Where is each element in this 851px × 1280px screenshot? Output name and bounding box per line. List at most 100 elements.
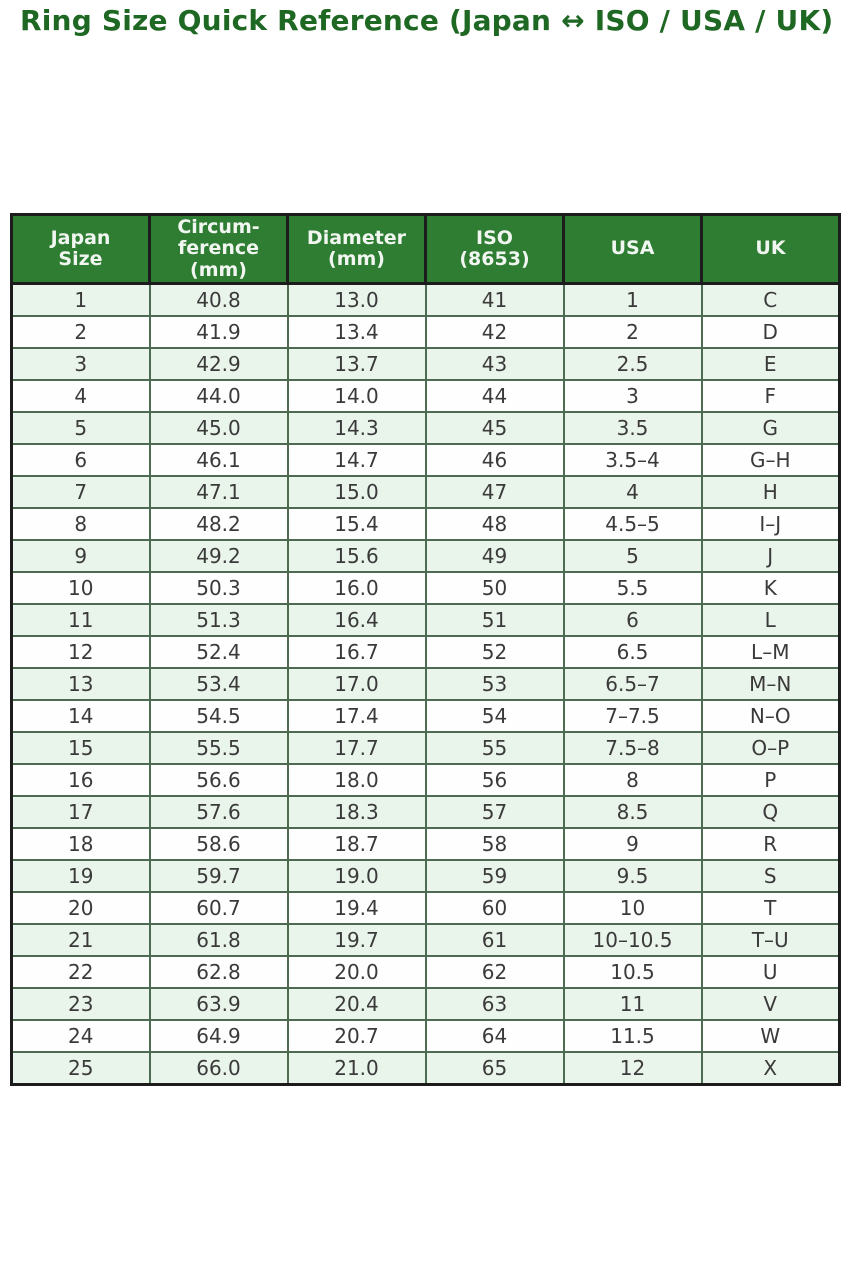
table-cell: 20.4: [286, 986, 427, 1021]
table-row: 14 54.5 17.4 54 7–7.5 N–O: [10, 698, 841, 733]
table-cell: 48.2: [148, 506, 289, 541]
column-header-4: USA: [562, 213, 703, 285]
table-cell: 16.4: [286, 602, 427, 637]
table-cell: 62: [424, 954, 565, 989]
table-cell: 53.4: [148, 666, 289, 701]
table-cell: M–N: [700, 666, 841, 701]
table-cell: 2: [10, 314, 151, 349]
table-cell: 14: [10, 698, 151, 733]
table-cell: 51.3: [148, 602, 289, 637]
table-cell: J: [700, 538, 841, 573]
table-cell: 52: [424, 634, 565, 669]
table-cell: 47: [424, 474, 565, 509]
table-cell: 13: [10, 666, 151, 701]
table-cell: 15: [10, 730, 151, 765]
table-cell: 25: [10, 1050, 151, 1086]
table-row: 22 62.8 20.0 62 10.5 U: [10, 954, 841, 989]
table-cell: 7.5–8: [562, 730, 703, 765]
table-row: 4 44.0 14.0 44 3 F: [10, 378, 841, 413]
table-cell: 61.8: [148, 922, 289, 957]
table-cell: T–U: [700, 922, 841, 957]
table-cell: 1: [10, 282, 151, 317]
table-header-row: Japan Size Circum- ference (mm) Diameter (…: [10, 213, 841, 285]
table-cell: 45.0: [148, 410, 289, 445]
table-cell: 60: [424, 890, 565, 925]
table-cell: 15.4: [286, 506, 427, 541]
table-cell: 3.5–4: [562, 442, 703, 477]
table-cell: 6: [10, 442, 151, 477]
table-cell: 13.0: [286, 282, 427, 317]
table-cell: U: [700, 954, 841, 989]
table-cell: 57.6: [148, 794, 289, 829]
table-cell: 21: [10, 922, 151, 957]
table-cell: 57: [424, 794, 565, 829]
table-cell: O–P: [700, 730, 841, 765]
table-cell: 23: [10, 986, 151, 1021]
table-cell: 50: [424, 570, 565, 605]
table-cell: 49: [424, 538, 565, 573]
table-cell: 58.6: [148, 826, 289, 861]
table-row: 1 40.8 13.0 41 1 C: [10, 282, 841, 317]
table-cell: 14.3: [286, 410, 427, 445]
table-cell: 44: [424, 378, 565, 413]
table-cell: 12: [10, 634, 151, 669]
table-cell: 1: [562, 282, 703, 317]
table-row: 25 66.0 21.0 65 12 X: [10, 1050, 841, 1086]
table-cell: 19: [10, 858, 151, 893]
ring-size-table-wrap: Japan Size Circum- ference (mm) Diameter (…: [10, 213, 841, 1086]
table-cell: 9: [10, 538, 151, 573]
table-row: 15 55.5 17.7 55 7.5–8 O–P: [10, 730, 841, 765]
column-header-1: Circum- ference (mm): [148, 213, 289, 285]
table-cell: 11: [10, 602, 151, 637]
table-cell: 13.7: [286, 346, 427, 381]
table-row: 9 49.2 15.6 49 5 J: [10, 538, 841, 573]
table-cell: 16.0: [286, 570, 427, 605]
table-cell: 10: [10, 570, 151, 605]
table-row: 11 51.3 16.4 51 6 L: [10, 602, 841, 637]
table-cell: R: [700, 826, 841, 861]
table-cell: 14.0: [286, 378, 427, 413]
table-cell: 61: [424, 922, 565, 957]
table-cell: P: [700, 762, 841, 797]
table-cell: 19.7: [286, 922, 427, 957]
table-cell: 15.6: [286, 538, 427, 573]
table-cell: 49.2: [148, 538, 289, 573]
table-cell: 6: [562, 602, 703, 637]
table-cell: 66.0: [148, 1050, 289, 1086]
table-cell: X: [700, 1050, 841, 1086]
column-header-0: Japan Size: [10, 213, 151, 285]
table-cell: 64.9: [148, 1018, 289, 1053]
table-cell: 19.4: [286, 890, 427, 925]
table-row: 19 59.7 19.0 59 9.5 S: [10, 858, 841, 893]
table-row: 6 46.1 14.7 46 3.5–4 G–H: [10, 442, 841, 477]
table-row: 5 45.0 14.3 45 3.5 G: [10, 410, 841, 445]
table-cell: 43: [424, 346, 565, 381]
table-cell: 17.0: [286, 666, 427, 701]
column-header-3: ISO (8653): [424, 213, 565, 285]
table-row: 20 60.7 19.4 60 10 T: [10, 890, 841, 925]
table-row: 7 47.1 15.0 47 4 H: [10, 474, 841, 509]
table-cell: 41: [424, 282, 565, 317]
table-cell: 46: [424, 442, 565, 477]
table-cell: 4: [562, 474, 703, 509]
table-row: 10 50.3 16.0 50 5.5 K: [10, 570, 841, 605]
table-cell: 52.4: [148, 634, 289, 669]
page-title: Ring Size Quick Reference (Japan ↔ ISO /…: [20, 4, 834, 37]
table-row: 3 42.9 13.7 43 2.5 E: [10, 346, 841, 381]
table-cell: 9.5: [562, 858, 703, 893]
table-cell: 13.4: [286, 314, 427, 349]
table-cell: N–O: [700, 698, 841, 733]
table-cell: 6.5: [562, 634, 703, 669]
table-cell: C: [700, 282, 841, 317]
table-cell: 59: [424, 858, 565, 893]
table-cell: 42.9: [148, 346, 289, 381]
table-cell: 11: [562, 986, 703, 1021]
table-cell: 45: [424, 410, 565, 445]
table-cell: 46.1: [148, 442, 289, 477]
table-cell: T: [700, 890, 841, 925]
table-cell: 54: [424, 698, 565, 733]
table-row: 13 53.4 17.0 53 6.5–7 M–N: [10, 666, 841, 701]
table-cell: 10.5: [562, 954, 703, 989]
table-cell: 63: [424, 986, 565, 1021]
table-cell: D: [700, 314, 841, 349]
